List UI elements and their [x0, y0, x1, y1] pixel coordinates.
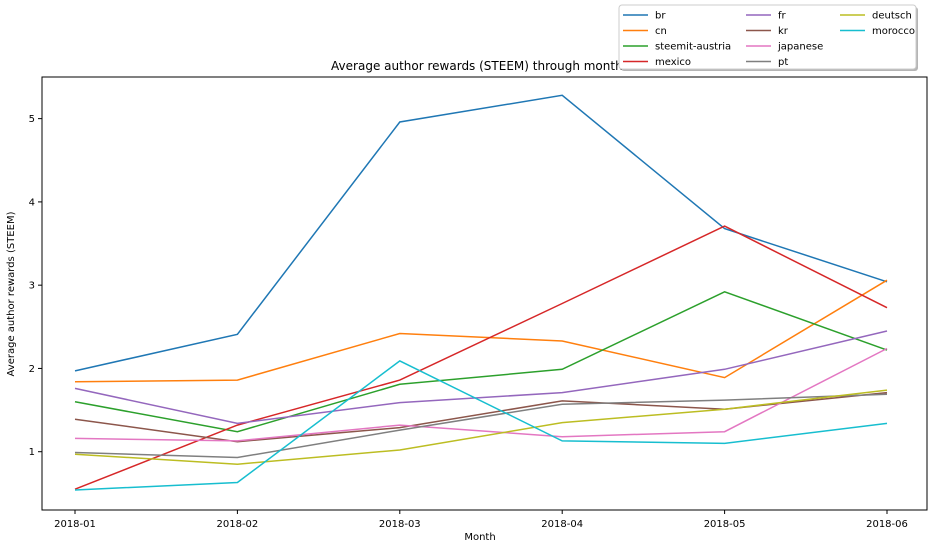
x-tick-label: 2018-02: [217, 519, 259, 530]
legend-label-deutsch: deutsch: [872, 11, 912, 22]
legend-label-morocco: morocco: [872, 26, 915, 37]
legend-label-japanese: japanese: [777, 42, 823, 53]
series-line-mexico: [74, 225, 888, 490]
plot-frame: [41, 76, 928, 511]
x-tick-label: 2018-06: [866, 519, 908, 530]
series-line-steemit-austria: [74, 290, 888, 433]
plot-lines: [74, 94, 888, 491]
legend-label-steemit-austria: steemit-austria: [655, 42, 731, 53]
series-line-br: [74, 94, 888, 372]
legend-label-kr: kr: [778, 26, 789, 37]
legend: br cn steemit-austria mexico fr kr japanese pt d…: [618, 4, 918, 71]
x-axis: 2018-01 2018-02 2018-03 2018-04 2018-05 2018-…: [54, 510, 908, 530]
chart-title: Average author rewards (STEEM) through m…: [331, 59, 629, 73]
x-axis-label: Month: [464, 532, 495, 543]
series-line-japanese: [74, 347, 888, 442]
legend-label-pt: pt: [778, 57, 788, 68]
legend-box: [618, 4, 917, 70]
legend-label-br: br: [655, 11, 666, 22]
y-tick-label: 5: [29, 114, 35, 125]
y-axis: 1 2 3 4 5: [29, 114, 42, 458]
legend-label-cn: cn: [655, 26, 667, 37]
x-tick-label: 2018-05: [704, 519, 746, 530]
x-tick-label: 2018-03: [379, 519, 421, 530]
legend-label-fr: fr: [778, 11, 787, 22]
series-line-fr: [74, 330, 888, 425]
series-line-deutsch: [74, 389, 888, 465]
series-line-cn: [74, 279, 888, 383]
y-tick-label: 1: [29, 447, 35, 458]
series-line-pt: [74, 393, 888, 459]
y-tick-label: 4: [29, 197, 35, 208]
series-line-morocco: [74, 360, 888, 491]
y-axis-label: Average author rewards (STEEM): [6, 211, 17, 376]
x-tick-label: 2018-01: [54, 519, 96, 530]
y-tick-label: 2: [29, 364, 35, 375]
y-tick-label: 3: [29, 281, 35, 292]
legend-label-mexico: mexico: [655, 57, 691, 68]
x-tick-label: 2018-04: [541, 519, 583, 530]
